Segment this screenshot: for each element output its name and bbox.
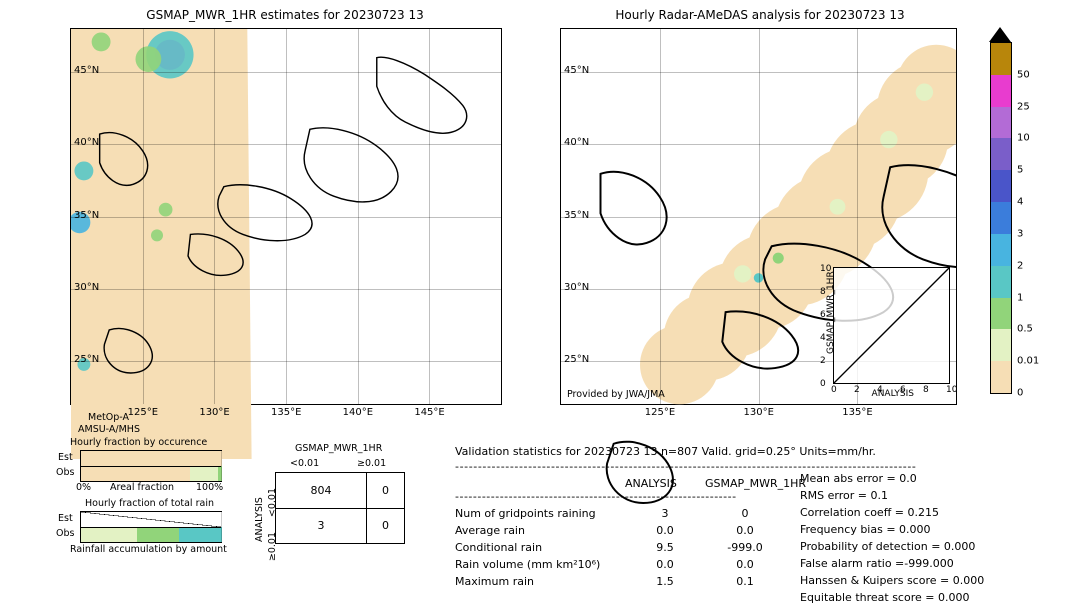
occ-est-label: Est: [58, 452, 73, 463]
occ-obs-label: Obs: [56, 467, 74, 478]
right-map-title: Hourly Radar-AMeDAS analysis for 2023072…: [560, 8, 960, 22]
cont-cell-11: 0: [367, 508, 405, 544]
tot-obs-label: Obs: [56, 528, 74, 539]
right-map-panel: Provided by JWA/JMA 00224466881010 ANALY…: [560, 28, 957, 405]
cont-cell-10: 3: [276, 508, 367, 544]
totalrain-bars: [80, 511, 222, 543]
totalrain-footer: Rainfall accumulation by amount: [70, 544, 227, 555]
satellite-label: MetOp-A: [88, 412, 129, 423]
precip-colorbar: 00.010.512345102550: [990, 42, 1012, 394]
occ-x0: 0%: [76, 482, 91, 493]
totalrain-title: Hourly fraction of total rain: [85, 498, 214, 509]
cont-col-lt: <0.01: [290, 458, 319, 469]
occurrence-title: Hourly fraction by occurence: [70, 437, 207, 448]
cont-cell-00: 804: [276, 473, 367, 509]
instrument-label: AMSU-A/MHS: [78, 424, 140, 435]
scatter-inset: 00224466881010: [833, 267, 950, 384]
occurrence-bars: [80, 450, 222, 482]
contingency-row-header: ANALYSIS: [254, 497, 265, 542]
provided-by-label: Provided by JWA/JMA: [567, 389, 665, 400]
contingency-col-header: GSMAP_MWR_1HR: [295, 443, 382, 454]
colorbar-over-arrow: [989, 27, 1011, 42]
left-map-panel: [70, 28, 502, 405]
tot-est-label: Est: [58, 513, 73, 524]
occ-x1: 100%: [196, 482, 223, 493]
scatter-xlabel: ANALYSIS: [872, 389, 914, 399]
left-map-title: GSMAP_MWR_1HR estimates for 20230723 13: [70, 8, 500, 22]
occ-xlabel: Areal fraction: [110, 482, 174, 493]
one-to-one-line: [834, 268, 949, 383]
cont-col-ge: ≥0.01: [357, 458, 386, 469]
validation-metrics: Mean abs error = 0.0RMS error = 0.1Corre…: [800, 470, 1060, 606]
cont-cell-01: 0: [367, 473, 405, 509]
contingency-table: 8040 30: [275, 472, 405, 544]
